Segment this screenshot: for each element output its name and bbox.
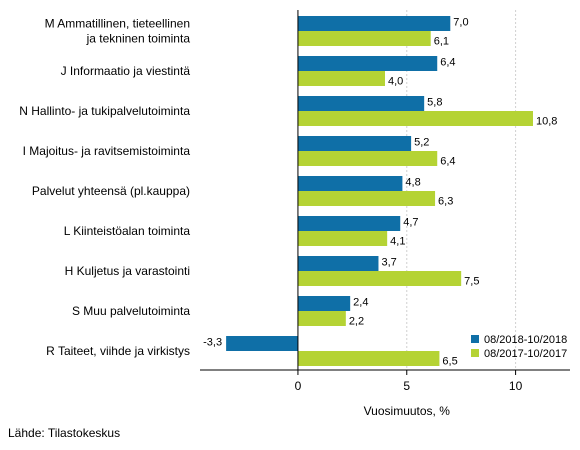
x-axis-title: Vuosimuutos, % bbox=[364, 404, 451, 418]
data-label: 10,8 bbox=[536, 115, 557, 127]
bar bbox=[226, 336, 298, 351]
category-label: I Majoitus- ja ravitsemistoiminta bbox=[23, 144, 191, 158]
bar bbox=[297, 351, 440, 366]
bar bbox=[297, 151, 438, 166]
bar bbox=[297, 231, 388, 246]
data-label: 6,1 bbox=[434, 35, 449, 47]
x-tick-label: 0 bbox=[295, 379, 302, 393]
data-label: 3,7 bbox=[381, 256, 396, 268]
bar bbox=[297, 256, 379, 271]
data-label: 7,5 bbox=[464, 275, 479, 287]
bar bbox=[297, 71, 385, 86]
data-label: 6,4 bbox=[440, 155, 455, 167]
bar bbox=[297, 96, 425, 111]
source-note: Lähde: Tilastokeskus bbox=[8, 426, 121, 440]
data-label: 2,4 bbox=[353, 296, 368, 308]
data-label: 7,0 bbox=[453, 16, 468, 28]
legend-swatch bbox=[471, 335, 479, 343]
data-label: 4,8 bbox=[405, 176, 420, 188]
data-label: 4,1 bbox=[390, 235, 405, 247]
x-tick-label: 10 bbox=[509, 379, 523, 393]
bar bbox=[297, 271, 462, 286]
bar bbox=[297, 111, 533, 126]
legend-label: 08/2018-10/2018 bbox=[484, 334, 567, 346]
category-label: L Kiinteistöalan toiminta bbox=[64, 224, 191, 238]
data-label: 6,3 bbox=[438, 195, 453, 207]
bar bbox=[297, 311, 346, 326]
data-label: 6,4 bbox=[440, 56, 455, 68]
category-label: Palvelut yhteensä (pl.kauppa) bbox=[32, 184, 190, 198]
bar bbox=[297, 191, 436, 206]
bar bbox=[297, 296, 351, 311]
category-label: R Taiteet, viihde ja virkistys bbox=[46, 344, 190, 358]
data-label: 2,2 bbox=[349, 315, 364, 327]
data-label: 6,5 bbox=[442, 355, 457, 367]
data-label: 5,8 bbox=[427, 96, 442, 108]
bar bbox=[297, 16, 451, 31]
data-label: -3,3 bbox=[203, 336, 222, 348]
legend-swatch bbox=[471, 349, 479, 357]
category-label: M Ammatillinen, tieteellinen ja tekninen … bbox=[45, 17, 191, 46]
legend-label: 08/2017-10/2017 bbox=[484, 348, 567, 360]
bar bbox=[297, 56, 438, 71]
category-label: J Informaatio ja viestintä bbox=[61, 64, 191, 78]
data-label: 4,7 bbox=[403, 216, 418, 228]
data-label: 5,2 bbox=[414, 136, 429, 148]
category-label: H Kuljetus ja varastointi bbox=[65, 264, 190, 278]
bar bbox=[297, 31, 431, 46]
bar bbox=[297, 176, 403, 191]
x-tick-label: 5 bbox=[403, 379, 410, 393]
category-label: S Muu palvelutoiminta bbox=[72, 304, 190, 318]
bar bbox=[297, 136, 412, 151]
category-label: N Hallinto- ja tukipalvelutoiminta bbox=[19, 104, 190, 118]
bar bbox=[297, 216, 401, 231]
data-label: 4,0 bbox=[388, 75, 403, 87]
